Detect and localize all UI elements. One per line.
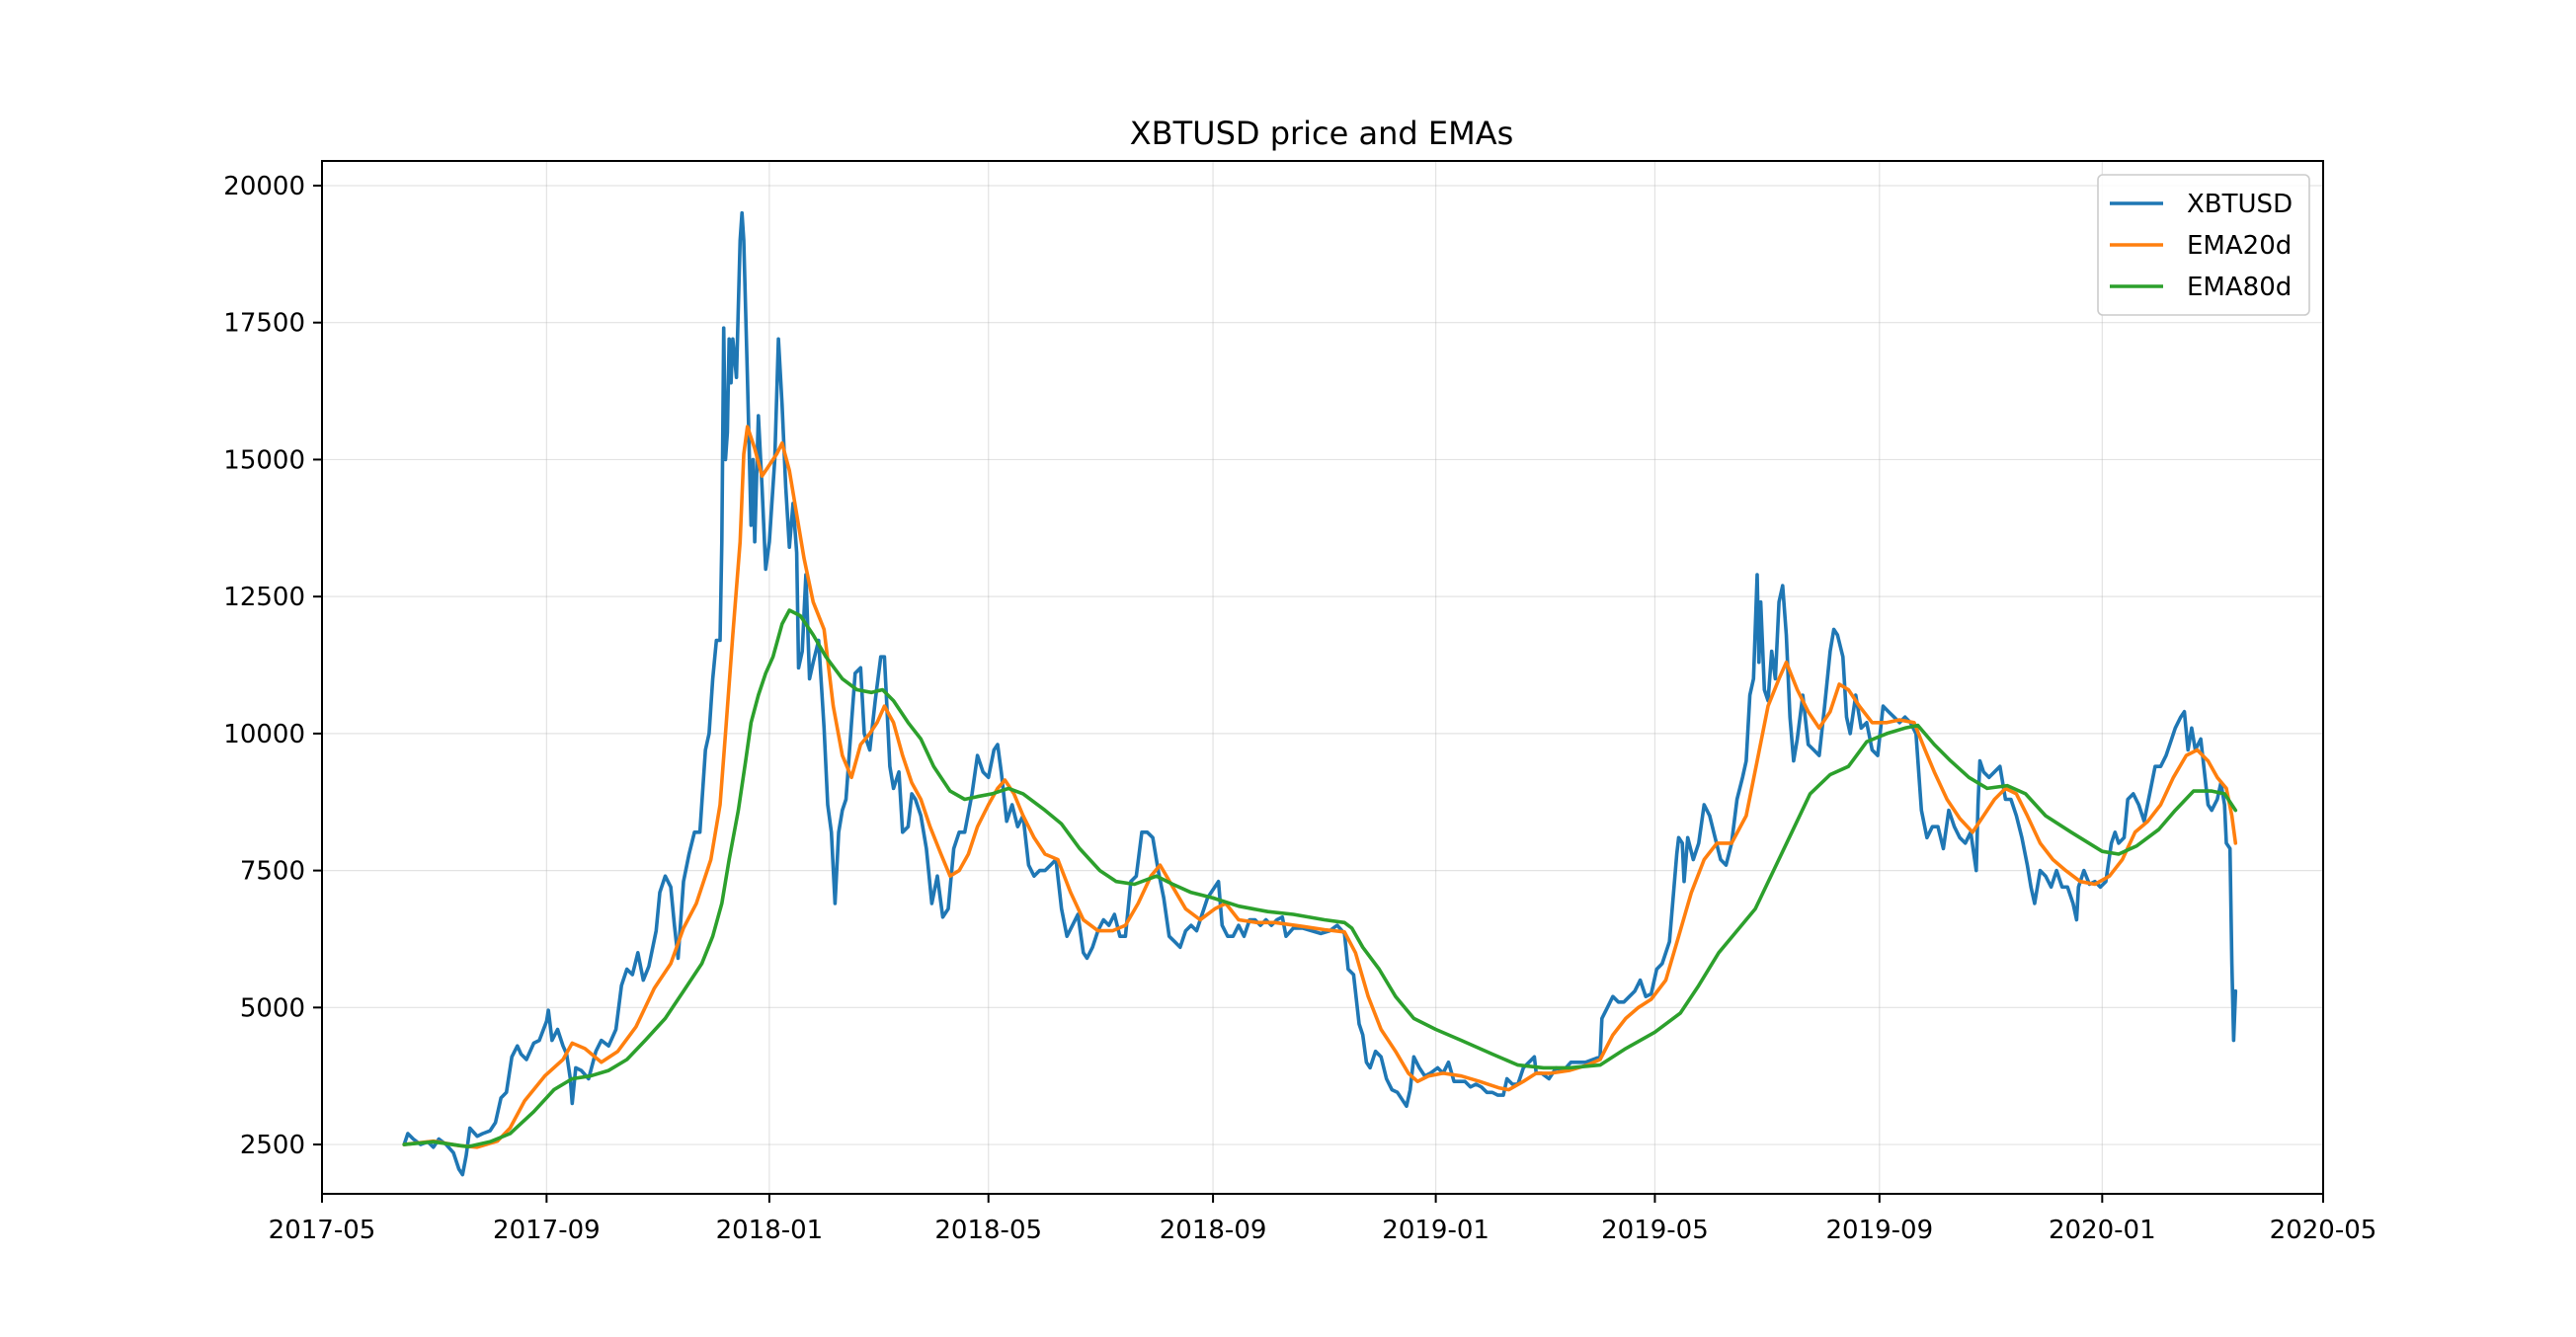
y-axis: 2500 5000 7500 10000 12500 15000 17500 20000 xyxy=(223,172,322,1160)
legend-label: XBTUSD xyxy=(2187,190,2293,219)
series-line-ema20d xyxy=(402,425,2238,1149)
plot-frame xyxy=(321,160,2324,1195)
y-tick-label: 17500 xyxy=(223,309,305,339)
x-tick-label: 2019-01 xyxy=(1382,1216,1489,1245)
x-tick-label: 2018-05 xyxy=(934,1216,1042,1245)
x-tick-label: 2020-01 xyxy=(2049,1216,2156,1245)
y-tick-label: 7500 xyxy=(240,857,305,887)
x-tick-label: 2018-09 xyxy=(1160,1216,1267,1245)
y-tick-label: 10000 xyxy=(223,720,305,749)
y-tick-label: 2500 xyxy=(240,1131,305,1160)
x-tick-label: 2019-09 xyxy=(1825,1216,1933,1245)
legend-box xyxy=(2097,174,2310,316)
y-tick-label: 5000 xyxy=(240,993,305,1023)
y-tick-label: 20000 xyxy=(223,172,305,201)
x-axis: 2017-05 2017-09 2018-01 2018-05 2018-09 2019-… xyxy=(269,1194,2377,1245)
series-lines xyxy=(402,210,2238,1177)
legend-label: EMA20d xyxy=(2187,231,2292,261)
y-tick-label: 12500 xyxy=(223,583,305,612)
x-tick-label: 2018-01 xyxy=(716,1216,824,1245)
x-tick-label: 2017-05 xyxy=(269,1216,376,1245)
chart-title: XBTUSD price and EMAs xyxy=(1130,115,1514,152)
series-line-ema80d xyxy=(402,608,2238,1149)
legend: XBTUSD EMA20d EMA80d xyxy=(2097,174,2310,316)
series-line-xbtusd xyxy=(402,210,2238,1177)
y-tick-label: 15000 xyxy=(223,445,305,475)
legend-label: EMA80d xyxy=(2187,273,2292,302)
x-tick-label: 2020-05 xyxy=(2270,1216,2377,1245)
x-tick-label: 2017-09 xyxy=(493,1216,601,1245)
x-tick-label: 2019-05 xyxy=(1601,1216,1709,1245)
grid-lines xyxy=(321,161,2324,1194)
